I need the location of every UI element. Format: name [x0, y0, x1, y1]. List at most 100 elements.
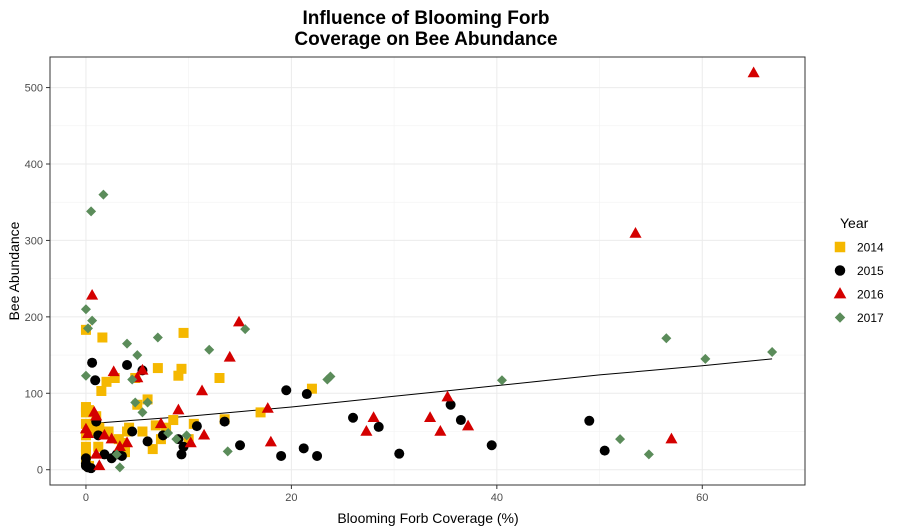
point-2017: [496, 375, 507, 386]
x-tick-label: 40: [491, 492, 503, 504]
point-2014: [214, 373, 225, 383]
point-2017: [661, 333, 672, 344]
point-2015: [87, 357, 98, 368]
point-2015: [599, 445, 610, 456]
point-2014: [109, 373, 120, 383]
point-2014: [116, 437, 127, 448]
point-2016: [98, 428, 111, 440]
point-2016: [198, 428, 211, 440]
point-2014: [178, 327, 189, 338]
point-2017: [122, 338, 133, 349]
point-2014: [183, 434, 194, 445]
point-2017: [700, 353, 711, 364]
point-2014: [176, 363, 187, 374]
point-2017: [204, 344, 215, 355]
point-2014: [103, 426, 114, 437]
point-2014: [84, 405, 95, 416]
point-2016: [90, 409, 103, 421]
point-2015: [178, 441, 189, 452]
point-2016: [261, 402, 274, 413]
point-2014: [152, 363, 163, 374]
point-2017: [142, 397, 153, 408]
x-axis-title: Blooming Forb Coverage (%): [337, 510, 518, 526]
point-2017: [171, 434, 182, 445]
point-2017: [325, 371, 336, 382]
point-2017: [83, 323, 94, 334]
point-2016: [747, 66, 760, 78]
point-2017: [80, 370, 91, 381]
point-2015: [86, 463, 97, 474]
x-tick-label: 60: [696, 492, 708, 504]
point-2014: [173, 370, 184, 381]
point-2014: [94, 422, 105, 433]
point-2015: [445, 399, 456, 410]
point-2017: [181, 430, 192, 441]
point-2015: [235, 440, 246, 451]
chart-title-line2: Coverage on Bee Abundance: [294, 29, 557, 50]
legend-key-2016: [833, 287, 847, 299]
y-tick-label: 200: [25, 312, 43, 324]
point-2014: [255, 407, 266, 418]
point-2015: [486, 440, 497, 451]
point-2015: [90, 375, 101, 386]
legend-key-2015: [834, 265, 846, 276]
point-2016: [107, 365, 120, 377]
point-2017: [80, 304, 91, 315]
point-2014: [147, 444, 158, 455]
point-2015: [455, 415, 466, 426]
point-2017: [86, 206, 97, 217]
point-2015: [142, 436, 153, 447]
point-2017: [222, 446, 233, 457]
point-2017: [114, 462, 125, 473]
y-tick-label: 0: [37, 465, 43, 477]
legend-label-2015: 2015: [857, 264, 884, 278]
point-2014: [137, 426, 148, 437]
point-2016: [424, 411, 437, 422]
point-2015: [176, 449, 187, 460]
point-2014: [93, 441, 104, 452]
point-2016: [629, 227, 642, 238]
point-2016: [195, 384, 209, 396]
point-2017: [111, 449, 122, 460]
point-2015: [373, 421, 384, 432]
point-2015: [584, 415, 595, 426]
point-2016: [184, 436, 197, 448]
legend-label-2014: 2014: [857, 241, 884, 255]
y-axis-title: Bee Abundance: [6, 221, 22, 320]
point-2016: [360, 425, 373, 436]
legend: Year 2014 2015 2016 2017: [833, 215, 884, 325]
point-2016: [113, 440, 126, 452]
point-2015: [219, 416, 230, 427]
point-2016: [105, 432, 118, 444]
y-tick-label: 500: [25, 83, 43, 95]
point-2015: [348, 412, 359, 423]
legend-key-2014: [834, 241, 846, 253]
point-2017: [127, 374, 138, 385]
point-2014: [86, 426, 97, 437]
point-2014: [97, 332, 108, 343]
chart-title-line1: Influence of Blooming Forb: [303, 8, 550, 29]
point-2016: [232, 315, 246, 327]
point-2016: [441, 390, 454, 402]
point-2015: [127, 426, 138, 437]
point-2016: [93, 459, 106, 471]
point-2016: [81, 427, 95, 439]
point-2017: [767, 347, 778, 358]
point-2015: [394, 448, 405, 459]
point-2016: [136, 363, 149, 375]
plot-border: [49, 56, 806, 486]
point-2014: [306, 383, 317, 394]
point-2017: [87, 315, 98, 326]
point-2016: [154, 417, 167, 429]
point-2017: [240, 324, 251, 335]
point-2014: [150, 420, 161, 431]
point-2014: [101, 376, 112, 387]
data-points: [79, 66, 778, 474]
legend-label-2017: 2017: [857, 311, 884, 325]
point-2017: [132, 350, 143, 361]
trend-line-group: [85, 358, 773, 425]
point-2015: [298, 443, 309, 454]
point-2017: [615, 434, 626, 445]
point-2016: [90, 447, 103, 459]
